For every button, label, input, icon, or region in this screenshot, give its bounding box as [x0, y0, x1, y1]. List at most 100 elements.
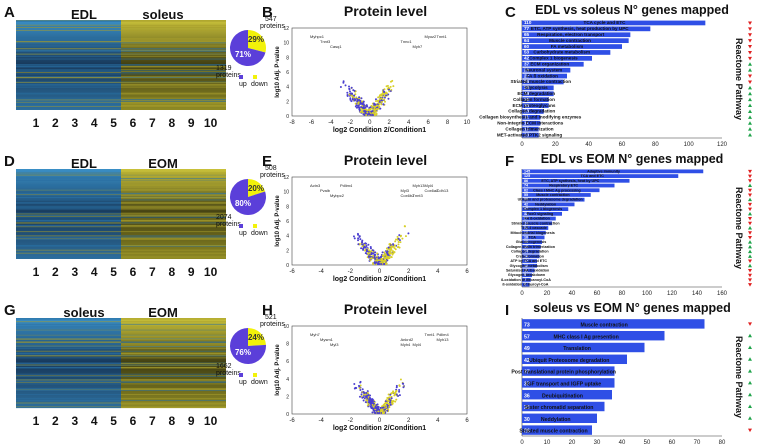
arrow-down-icon [748, 74, 752, 79]
heatmap-row-left [16, 73, 121, 75]
volcano-point [364, 108, 367, 111]
volcano-point [373, 410, 376, 413]
arrow-down-icon [748, 21, 752, 25]
bar-category-label: IGF transport and IGFP uptake [526, 381, 601, 387]
arrow-up-icon [748, 133, 752, 137]
volcano-point [359, 389, 362, 392]
volcano-point [350, 92, 353, 95]
volcano-point [348, 93, 351, 96]
volcano-x-tick: 4 [436, 418, 440, 424]
volcano-point [365, 396, 368, 399]
bar-category-label: Respiration, electron transport [537, 32, 605, 37]
heatmap-row-right [121, 83, 226, 85]
heatmap-row-right [121, 70, 226, 72]
heatmap-row-left [16, 331, 121, 333]
arrow-down-icon [748, 33, 752, 37]
heatmap-row-left [16, 388, 121, 390]
volcano-point [389, 85, 392, 88]
heatmap-row-left [16, 389, 121, 391]
heatmap-row-right [121, 105, 226, 107]
bar [522, 342, 645, 353]
volcano-point [399, 241, 402, 244]
volcano-point [383, 403, 386, 406]
volcano-gene-label: Cdh13 [437, 188, 450, 193]
volcano-frame [291, 325, 468, 415]
bar-category-label: TCA cycle and ETC [584, 20, 627, 25]
arrow-down-icon [748, 268, 752, 273]
pie-down-count: 521 [265, 314, 277, 321]
bar-category-label: Class I MHC Ag processing [533, 188, 581, 192]
pathway-bar-chart: EDL vs soleus N° genes mapped 0 20 40 60 80 10… [479, 3, 752, 148]
heatmap-row-right [121, 186, 226, 188]
heatmap-row-right [121, 238, 226, 240]
volcano-point [349, 97, 352, 100]
heatmap-row-right [121, 65, 226, 67]
heatmap: EDL EOM 1 2 3 4 5 6 7 8 9 10 [16, 156, 226, 279]
heatmap-row-right [121, 345, 226, 347]
volcano-point [377, 96, 380, 99]
volcano-y-tick: 2 [286, 248, 289, 254]
heatmap-row-left [16, 347, 121, 349]
heatmap-row-right [121, 97, 226, 99]
heatmap-row-left [16, 184, 121, 186]
volcano-point [360, 107, 363, 110]
bar-category-label: ECM degradation [517, 91, 555, 96]
volcano-point [371, 110, 374, 113]
bar [522, 103, 549, 108]
heatmap-row-left [16, 42, 121, 44]
volcano-y-tick: 4 [286, 85, 289, 91]
heatmap-row-left [16, 64, 121, 66]
bar-category-label: Glycogen breakdown [508, 273, 546, 277]
heatmap-row-left [16, 216, 121, 218]
volcano-point [370, 401, 373, 404]
bar-value: 37 [524, 62, 530, 67]
heatmap-column-number: 2 [52, 116, 59, 130]
bar-value: 37 [524, 370, 530, 376]
volcano-point [367, 398, 370, 401]
volcano-point [384, 259, 387, 262]
volcano-point [388, 250, 391, 253]
heatmap-row-right [121, 24, 226, 26]
bar [522, 278, 531, 282]
bar-value: 6 [524, 283, 526, 287]
volcano-point [350, 94, 353, 97]
heatmap-row-left [16, 218, 121, 220]
heatmap-row-right [121, 196, 226, 198]
volcano-point [358, 96, 361, 99]
heatmap-column-number: 6 [130, 265, 137, 279]
bar-category-label: Post translational protein phosphorylati… [511, 370, 616, 376]
heatmap-row-right [121, 199, 226, 201]
volcano-point [342, 80, 345, 83]
heatmap-row-left [16, 393, 121, 395]
heatmap-row-left [16, 99, 121, 101]
volcano-y-tick: 12 [283, 175, 289, 181]
heatmap-row-left [16, 24, 121, 26]
bar-category-label: FA metabolism [551, 44, 584, 49]
arrow-up-icon [748, 240, 752, 244]
heatmap-row-right [121, 20, 226, 22]
bar-value: 11 [524, 121, 529, 126]
volcano-point [362, 391, 365, 394]
heatmap-row-left [16, 373, 121, 375]
heatmap-row-right [121, 55, 226, 57]
heatmap-row-left [16, 238, 121, 240]
bar [522, 330, 665, 341]
volcano-gene-label: Actn3 [310, 183, 321, 188]
volcano-point [384, 252, 387, 255]
heatmap-row-left [16, 219, 121, 221]
heatmap-row-left [16, 205, 121, 207]
heatmap-row-left [16, 355, 121, 357]
bar-chart-title: EDL vs soleus N° genes mapped [535, 3, 729, 17]
heatmap-row-right [121, 53, 226, 55]
heatmap-row-right [121, 206, 226, 208]
bar-chart-tick: 160 [717, 291, 728, 297]
arrow-down-icon [748, 207, 752, 212]
heatmap-row-right [121, 192, 226, 194]
bar [522, 366, 615, 376]
bar-chart-tick: 60 [594, 291, 601, 297]
arrow-down-icon [748, 179, 752, 183]
bar [522, 67, 571, 73]
bar-category-label: Collagen degradation [511, 250, 549, 254]
volcano-x-tick: -6 [289, 418, 295, 424]
heatmap-column-number: 10 [204, 265, 218, 279]
